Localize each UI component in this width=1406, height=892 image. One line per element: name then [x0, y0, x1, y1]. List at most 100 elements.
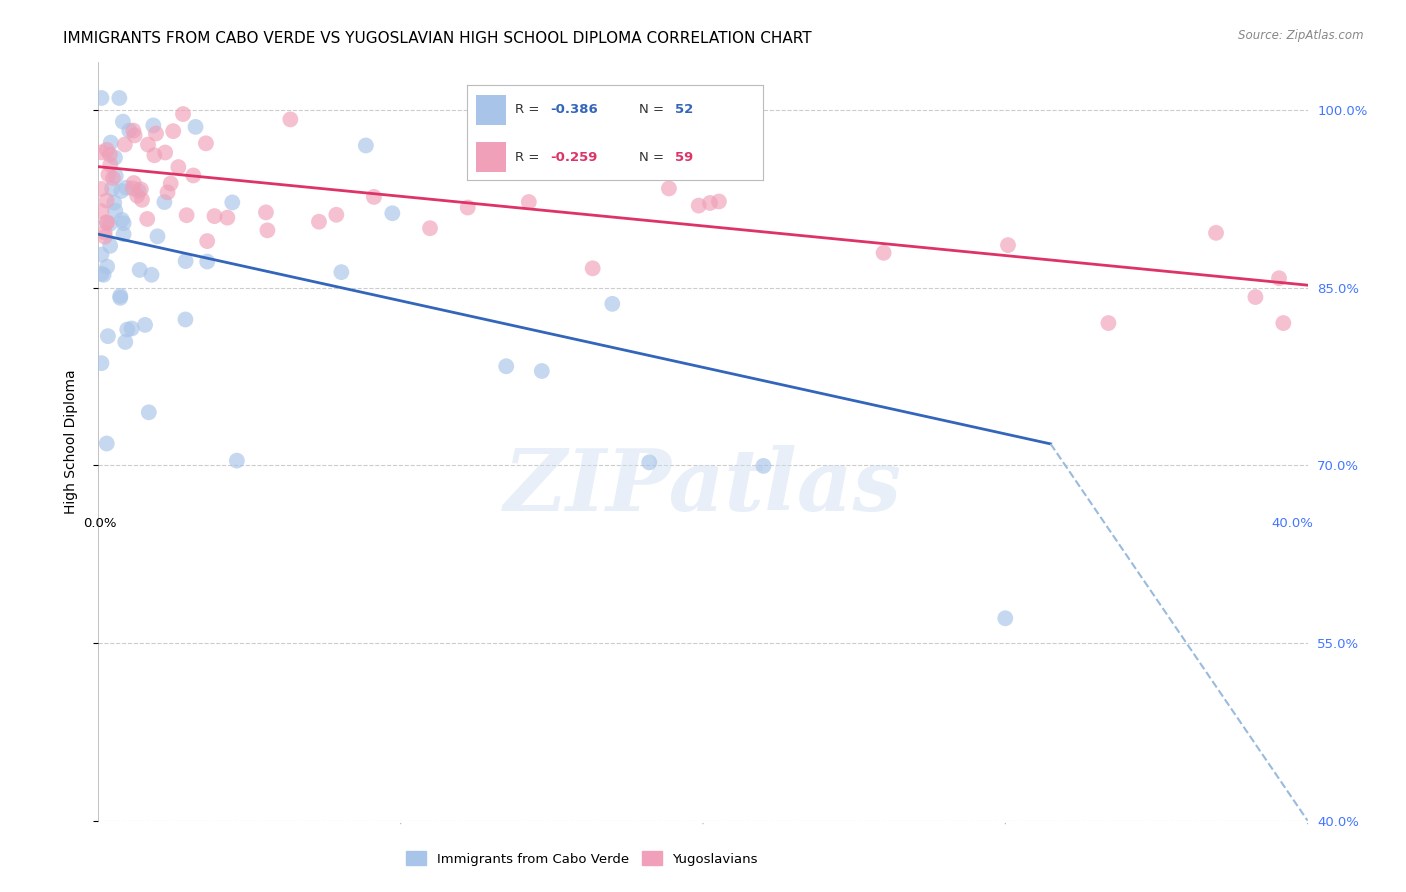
Point — [142, 119, 165, 133]
Point — [699, 196, 721, 211]
Point — [96, 216, 118, 230]
Point — [176, 208, 198, 222]
Point — [221, 195, 243, 210]
Point — [96, 436, 118, 450]
Point — [658, 181, 681, 195]
Point — [174, 254, 197, 268]
Text: Source: ZipAtlas.com: Source: ZipAtlas.com — [1239, 29, 1364, 42]
Point — [136, 211, 159, 226]
Point — [256, 223, 278, 237]
Point — [103, 195, 125, 210]
Point — [517, 194, 540, 209]
Point — [153, 195, 176, 210]
Point — [1272, 316, 1295, 330]
Point — [1205, 226, 1227, 240]
Point — [101, 171, 124, 186]
Text: 0.0%: 0.0% — [83, 517, 117, 531]
Point — [110, 291, 132, 305]
Point — [172, 107, 194, 121]
Point — [1308, 266, 1330, 280]
Point — [94, 229, 117, 244]
Point — [146, 229, 169, 244]
Point — [381, 206, 404, 220]
Point — [308, 215, 330, 229]
Point — [159, 177, 181, 191]
Point — [98, 239, 121, 253]
Point — [330, 265, 353, 279]
Point — [96, 143, 118, 157]
Point — [194, 136, 217, 151]
Point — [128, 184, 150, 198]
Point — [98, 217, 121, 231]
Point — [1244, 290, 1267, 304]
Point — [93, 226, 115, 240]
Point — [90, 91, 112, 105]
Point — [153, 145, 176, 160]
Point — [136, 137, 159, 152]
Point — [183, 169, 205, 183]
Point — [112, 216, 135, 230]
Text: ZIPatlas: ZIPatlas — [503, 445, 903, 529]
Point — [143, 148, 166, 162]
Point — [638, 455, 661, 469]
Point — [688, 198, 710, 212]
Point — [90, 182, 112, 196]
Point — [419, 221, 441, 235]
Point — [602, 297, 624, 311]
Point — [752, 458, 775, 473]
Point — [118, 123, 141, 137]
Point — [167, 160, 190, 174]
Point — [124, 128, 146, 143]
Point — [108, 91, 131, 105]
Point — [495, 359, 517, 374]
Point — [96, 215, 118, 229]
Point — [174, 312, 197, 326]
Point — [112, 227, 135, 242]
Point — [122, 181, 145, 195]
Y-axis label: High School Diploma: High School Diploma — [63, 369, 77, 514]
Point — [122, 123, 145, 137]
Point — [90, 356, 112, 370]
Point — [111, 114, 134, 128]
Point — [217, 211, 239, 225]
Point — [100, 136, 122, 150]
Point — [110, 289, 132, 303]
Point — [97, 329, 120, 343]
Point — [90, 145, 112, 160]
Point — [325, 208, 347, 222]
Point — [707, 194, 730, 209]
Point — [141, 268, 163, 282]
Point — [97, 168, 120, 182]
Point — [129, 182, 152, 196]
Point — [90, 204, 112, 219]
Point — [997, 238, 1019, 252]
Point — [104, 151, 127, 165]
Point — [530, 364, 553, 378]
Point — [114, 137, 136, 152]
Point — [195, 254, 218, 268]
Point — [111, 212, 134, 227]
Point — [127, 188, 149, 202]
Point — [96, 260, 118, 274]
Point — [195, 234, 218, 248]
Point — [114, 334, 136, 349]
Point — [117, 322, 139, 336]
Point — [101, 182, 124, 196]
Point — [184, 120, 207, 134]
Point — [204, 209, 226, 223]
Text: 40.0%: 40.0% — [1272, 517, 1313, 531]
Point — [93, 268, 115, 282]
Legend: Immigrants from Cabo Verde, Yugoslavians: Immigrants from Cabo Verde, Yugoslavians — [401, 847, 763, 871]
Point — [96, 194, 118, 208]
Point — [280, 112, 302, 127]
Point — [582, 261, 605, 276]
Point — [1097, 316, 1119, 330]
Point — [138, 405, 160, 419]
Text: IMMIGRANTS FROM CABO VERDE VS YUGOSLAVIAN HIGH SCHOOL DIPLOMA CORRELATION CHART: IMMIGRANTS FROM CABO VERDE VS YUGOSLAVIA… — [63, 31, 811, 46]
Point — [98, 147, 121, 161]
Point — [994, 611, 1017, 625]
Point — [254, 205, 277, 219]
Point — [363, 190, 385, 204]
Point — [90, 247, 112, 261]
Point — [115, 180, 138, 194]
